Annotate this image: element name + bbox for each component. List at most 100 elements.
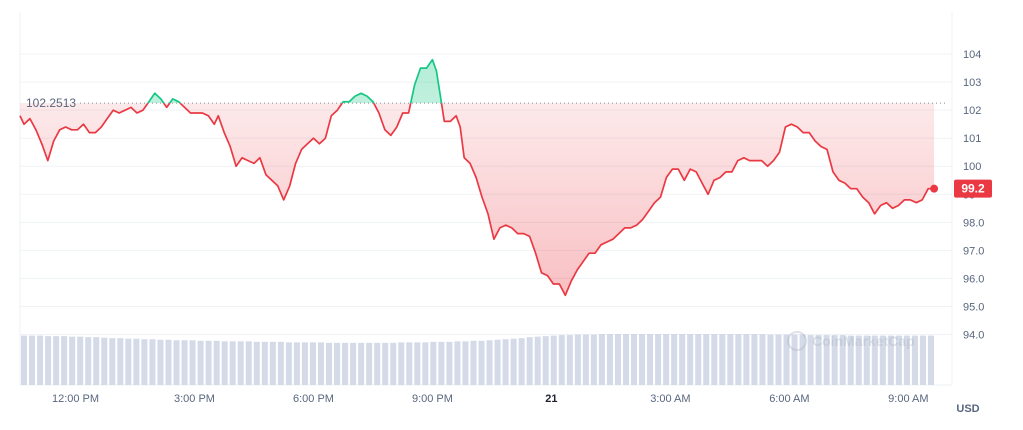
- y-axis: 94.095.096.097.098.099100101102103104: [963, 49, 984, 341]
- x-tick-label: 12:00 PM: [52, 393, 99, 405]
- volume-bar: [879, 335, 886, 385]
- volume-bar: [727, 334, 734, 385]
- volume-bar: [687, 334, 694, 385]
- volume-bar: [526, 337, 533, 385]
- volume-bar: [189, 340, 196, 385]
- volume-bar: [342, 342, 349, 385]
- x-tick-label: 6:00 AM: [769, 393, 809, 405]
- volume-bar: [823, 335, 830, 385]
- reference-label: 102.2513: [26, 96, 76, 110]
- volume-bar: [326, 342, 333, 385]
- volume-bar: [221, 341, 228, 385]
- volume-bar: [831, 335, 838, 385]
- volume-bar: [863, 335, 870, 385]
- volume-bar: [566, 335, 573, 385]
- last-price-marker: 99.2: [930, 179, 992, 198]
- volume-bar: [759, 334, 766, 385]
- volume-bar: [277, 341, 284, 385]
- volume-bar: [350, 342, 357, 385]
- volume-bar: [855, 335, 862, 385]
- watermark-text: CoinMarketCap: [812, 333, 915, 349]
- volume-bar: [317, 342, 324, 385]
- volume-bar: [767, 334, 774, 385]
- volume-bar: [911, 335, 918, 385]
- volume-bar: [245, 341, 252, 385]
- volume-bar: [157, 339, 164, 385]
- x-axis: 12:00 PM 3:00 PM 6:00 PM 9:00 PM 21 3:00 AM 6:…: [52, 393, 929, 405]
- y-tick-label: 101: [963, 133, 981, 145]
- volume-bar: [269, 341, 276, 385]
- volume-bar: [93, 337, 100, 385]
- volume-bar: [614, 334, 621, 385]
- volume-bar: [598, 334, 605, 385]
- x-tick-label: 9:00 AM: [888, 393, 928, 405]
- volume-bar: [919, 335, 926, 385]
- volume-bar: [711, 334, 718, 385]
- volume-bar: [398, 342, 405, 385]
- volume-bar: [590, 334, 597, 385]
- volume-bar: [366, 342, 373, 385]
- volume-bar: [149, 339, 156, 385]
- volume-bar: [133, 338, 140, 385]
- volume-bar: [815, 335, 822, 385]
- x-tick-label: 3:00 PM: [174, 393, 215, 405]
- y-tick-label: 100: [963, 161, 981, 173]
- volume-bar: [285, 342, 292, 385]
- volume-bar: [695, 334, 702, 385]
- volume-bar: [671, 334, 678, 385]
- volume-bar: [173, 340, 180, 385]
- y-tick-label: 95.0: [963, 301, 984, 313]
- volume-bar: [606, 334, 613, 385]
- volume-bar: [309, 342, 316, 385]
- volume-bar: [534, 336, 541, 385]
- volume-bar: [582, 334, 589, 385]
- volume-bar: [903, 335, 910, 385]
- y-tick-label: 98.0: [963, 217, 984, 229]
- volume-bar: [558, 335, 565, 385]
- volume-bar: [29, 335, 36, 385]
- volume-bar: [871, 335, 878, 385]
- volume-bar: [430, 341, 437, 385]
- volume-bar: [502, 339, 509, 385]
- volume-bar: [574, 334, 581, 385]
- volume-bar: [542, 336, 549, 385]
- volume-bar: [382, 342, 389, 385]
- volume-bar: [735, 334, 742, 385]
- x-tick-label: 6:00 PM: [293, 393, 334, 405]
- series-line-above: [146, 58, 443, 104]
- volume-bar: [125, 338, 132, 385]
- volume-bar: [799, 334, 806, 385]
- watermark: CoinMarketCap: [787, 331, 915, 351]
- volume-bar: [454, 341, 461, 385]
- volume-bar: [261, 341, 268, 385]
- volume-bar: [358, 342, 365, 385]
- price-area: [20, 59, 935, 296]
- volume-bar: [181, 340, 188, 385]
- coinmarketcap-logo-icon: [787, 331, 807, 351]
- volume-bar: [486, 340, 493, 385]
- volume-bar: [45, 336, 52, 385]
- volume-bar: [197, 340, 204, 385]
- volume-bar: [775, 334, 782, 385]
- volume-bars: [21, 334, 934, 385]
- volume-bar: [85, 337, 92, 385]
- volume-bar: [390, 342, 397, 385]
- volume-bar: [847, 335, 854, 385]
- volume-bar: [301, 342, 308, 385]
- y-tick-label: 102: [963, 105, 981, 117]
- volume-bar: [927, 335, 934, 385]
- volume-bar: [494, 339, 501, 385]
- y-tick-label: 97.0: [963, 245, 984, 257]
- last-price-badge: [954, 179, 992, 198]
- volume-bar: [478, 340, 485, 385]
- x-tick-label: 21: [545, 393, 557, 405]
- volume-bar: [783, 334, 790, 385]
- volume-bar: [655, 334, 662, 385]
- last-price-dot: [930, 184, 939, 193]
- volume-bar: [807, 335, 814, 385]
- volume-bar: [510, 338, 517, 385]
- x-tick-label: 9:00 PM: [412, 393, 453, 405]
- y-tick-label: 103: [963, 77, 981, 89]
